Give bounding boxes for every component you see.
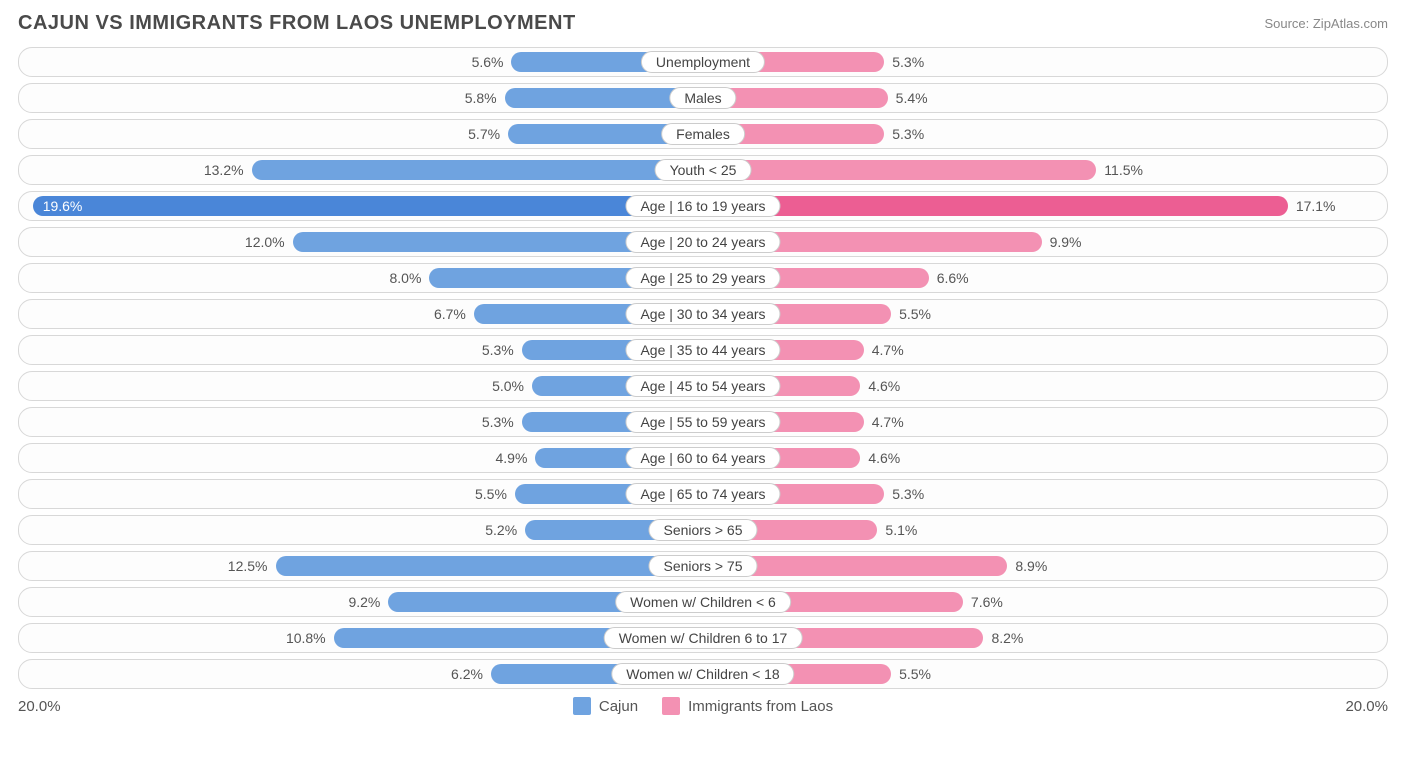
value-label-right: 5.1% xyxy=(885,522,917,538)
category-label: Females xyxy=(661,123,745,145)
category-label: Age | 60 to 64 years xyxy=(625,447,780,469)
value-label-right: 11.5% xyxy=(1104,162,1143,178)
value-label-left: 5.0% xyxy=(492,378,524,394)
axis-right-max: 20.0% xyxy=(1345,698,1388,715)
value-label-left: 10.8% xyxy=(286,630,326,646)
chart-row: 6.2% 5.5% Women w/ Children < 18 xyxy=(18,659,1388,689)
legend-item-left: Cajun xyxy=(573,697,638,715)
value-label-left: 9.2% xyxy=(348,594,380,610)
value-label-right: 5.4% xyxy=(896,90,928,106)
chart-row: 8.0% 6.6% Age | 25 to 29 years xyxy=(18,263,1388,293)
value-label-right: 4.6% xyxy=(868,378,900,394)
value-label-right: 8.2% xyxy=(991,630,1023,646)
chart-row: 13.2%11.5%Youth < 25 xyxy=(18,155,1388,185)
value-label-right: 8.9% xyxy=(1015,558,1047,574)
value-label-left: 5.8% xyxy=(465,90,497,106)
value-label-left: 6.7% xyxy=(434,306,466,322)
category-label: Age | 35 to 44 years xyxy=(625,339,780,361)
chart-row: 5.0% 4.6% Age | 45 to 54 years xyxy=(18,371,1388,401)
bar-right: 11.5% xyxy=(703,160,1096,180)
category-label: Age | 25 to 29 years xyxy=(625,267,780,289)
chart-row: 9.2% 7.6% Women w/ Children < 6 xyxy=(18,587,1388,617)
chart-row: 5.5% 5.3% Age | 65 to 74 years xyxy=(18,479,1388,509)
value-label-right: 4.7% xyxy=(872,414,904,430)
category-label: Unemployment xyxy=(641,51,765,73)
chart-row: 5.2% 5.1% Seniors > 65 xyxy=(18,515,1388,545)
chart-row: 19.6%17.1%Age | 16 to 19 years xyxy=(18,191,1388,221)
value-label-left: 8.0% xyxy=(389,270,421,286)
chart-header: CAJUN VS IMMIGRANTS FROM LAOS UNEMPLOYME… xyxy=(18,12,1388,35)
value-label-left: 12.0% xyxy=(245,234,285,250)
value-label-left: 5.3% xyxy=(482,342,514,358)
chart-title: CAJUN VS IMMIGRANTS FROM LAOS UNEMPLOYME… xyxy=(18,12,576,35)
bar-left: 13.2% xyxy=(252,160,703,180)
value-label-right: 9.9% xyxy=(1050,234,1082,250)
category-label: Age | 20 to 24 years xyxy=(625,231,780,253)
category-label: Seniors > 65 xyxy=(649,519,758,541)
value-label-right: 5.3% xyxy=(892,54,924,70)
category-label: Seniors > 75 xyxy=(649,555,758,577)
chart-row: 5.6% 5.3% Unemployment xyxy=(18,47,1388,77)
axis-left-max: 20.0% xyxy=(18,698,61,715)
value-label-right: 6.6% xyxy=(937,270,969,286)
legend-swatch-right xyxy=(662,697,680,715)
legend-label-left: Cajun xyxy=(599,698,638,715)
chart-row: 5.3% 4.7% Age | 55 to 59 years xyxy=(18,407,1388,437)
legend-label-right: Immigrants from Laos xyxy=(688,698,833,715)
chart-legend: Cajun Immigrants from Laos xyxy=(573,697,833,715)
category-label: Males xyxy=(669,87,736,109)
bar-left: 12.5% xyxy=(276,556,704,576)
category-label: Age | 30 to 34 years xyxy=(625,303,780,325)
value-label-right: 7.6% xyxy=(971,594,1003,610)
value-label-left: 4.9% xyxy=(496,450,528,466)
value-label-right: 5.3% xyxy=(892,486,924,502)
legend-item-right: Immigrants from Laos xyxy=(662,697,833,715)
chart-row: 4.9% 4.6% Age | 60 to 64 years xyxy=(18,443,1388,473)
value-label-left: 13.2% xyxy=(204,162,244,178)
chart-row: 5.7% 5.3% Females xyxy=(18,119,1388,149)
value-label-left: 12.5% xyxy=(228,558,268,574)
category-label: Women w/ Children 6 to 17 xyxy=(604,627,803,649)
value-label-right: 4.7% xyxy=(872,342,904,358)
chart-row: 10.8% 8.2% Women w/ Children 6 to 17 xyxy=(18,623,1388,653)
chart-row: 12.5% 8.9% Seniors > 75 xyxy=(18,551,1388,581)
category-label: Age | 16 to 19 years xyxy=(625,195,780,217)
value-label-right: 17.1% xyxy=(1296,198,1336,214)
category-label: Age | 55 to 59 years xyxy=(625,411,780,433)
category-label: Age | 45 to 54 years xyxy=(625,375,780,397)
value-label-left: 6.2% xyxy=(451,666,483,682)
value-label-left: 5.6% xyxy=(472,54,504,70)
category-label: Age | 65 to 74 years xyxy=(625,483,780,505)
chart-source: Source: ZipAtlas.com xyxy=(1264,16,1388,31)
chart-footer: 20.0% Cajun Immigrants from Laos 20.0% xyxy=(18,697,1388,715)
chart-row: 12.0% 9.9% Age | 20 to 24 years xyxy=(18,227,1388,257)
bar-right: 17.1% xyxy=(703,196,1288,216)
bar-left: 19.6% xyxy=(33,196,703,216)
value-label-left: 5.5% xyxy=(475,486,507,502)
value-label-right: 5.3% xyxy=(892,126,924,142)
chart-row: 5.3% 4.7% Age | 35 to 44 years xyxy=(18,335,1388,365)
category-label: Women w/ Children < 6 xyxy=(615,591,791,613)
value-label-left: 5.7% xyxy=(468,126,500,142)
diverging-bar-chart: 5.6% 5.3% Unemployment 5.8% 5.4% Males 5.7% 5.3… xyxy=(18,47,1388,689)
value-label-left: 19.6% xyxy=(43,198,83,214)
category-label: Youth < 25 xyxy=(655,159,752,181)
value-label-right: 5.5% xyxy=(899,666,931,682)
value-label-right: 4.6% xyxy=(868,450,900,466)
value-label-right: 5.5% xyxy=(899,306,931,322)
chart-row: 6.7% 5.5% Age | 30 to 34 years xyxy=(18,299,1388,329)
category-label: Women w/ Children < 18 xyxy=(611,663,794,685)
chart-row: 5.8% 5.4% Males xyxy=(18,83,1388,113)
value-label-left: 5.2% xyxy=(485,522,517,538)
legend-swatch-left xyxy=(573,697,591,715)
value-label-left: 5.3% xyxy=(482,414,514,430)
